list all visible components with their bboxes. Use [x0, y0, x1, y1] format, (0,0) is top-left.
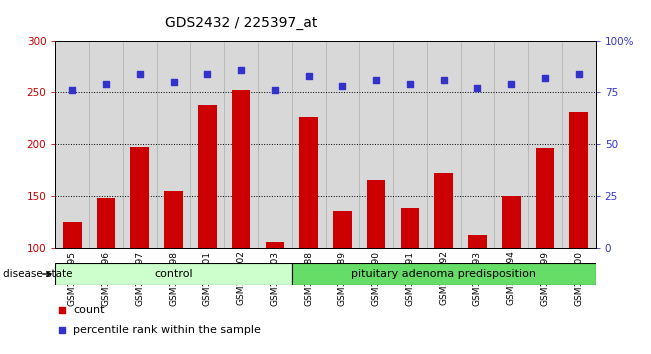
Bar: [562, 41, 596, 248]
Bar: [292, 263, 596, 285]
Bar: [434, 173, 453, 351]
Point: [202, 71, 212, 77]
Point: [371, 77, 381, 83]
Bar: [292, 41, 326, 248]
Point: [574, 71, 584, 77]
Bar: [55, 41, 89, 248]
Bar: [63, 222, 81, 351]
Bar: [123, 41, 157, 248]
Bar: [461, 41, 494, 248]
Point: [337, 84, 348, 89]
Bar: [494, 41, 528, 248]
Bar: [400, 209, 419, 351]
Bar: [157, 41, 191, 248]
Point: [439, 77, 449, 83]
Bar: [266, 241, 284, 351]
Text: percentile rank within the sample: percentile rank within the sample: [73, 325, 261, 336]
Bar: [258, 41, 292, 248]
Bar: [299, 117, 318, 351]
Bar: [333, 211, 352, 351]
Bar: [536, 148, 554, 351]
Text: pituitary adenoma predisposition: pituitary adenoma predisposition: [351, 269, 536, 279]
Bar: [528, 41, 562, 248]
Point: [380, 200, 390, 206]
Text: control: control: [154, 269, 193, 279]
Bar: [89, 41, 123, 248]
Bar: [468, 235, 487, 351]
Bar: [97, 198, 115, 351]
Text: count: count: [73, 305, 105, 315]
Bar: [164, 191, 183, 351]
Point: [380, 16, 390, 22]
Bar: [570, 112, 588, 351]
Bar: [367, 181, 385, 351]
Bar: [130, 147, 149, 351]
Bar: [224, 41, 258, 248]
Bar: [55, 263, 292, 285]
Point: [540, 75, 550, 81]
Point: [135, 71, 145, 77]
Bar: [427, 41, 461, 248]
Point: [236, 67, 246, 73]
Bar: [232, 90, 251, 351]
Bar: [393, 41, 427, 248]
Point: [270, 87, 280, 93]
Text: GDS2432 / 225397_at: GDS2432 / 225397_at: [165, 16, 317, 30]
Text: disease state: disease state: [3, 269, 73, 279]
Point: [506, 81, 516, 87]
Point: [101, 81, 111, 87]
Point: [472, 86, 482, 91]
Bar: [502, 196, 521, 351]
Point: [303, 73, 314, 79]
Bar: [359, 41, 393, 248]
Point: [67, 87, 77, 93]
Bar: [198, 105, 217, 351]
Point: [169, 79, 179, 85]
Bar: [326, 41, 359, 248]
Bar: [191, 41, 224, 248]
Point: [405, 81, 415, 87]
